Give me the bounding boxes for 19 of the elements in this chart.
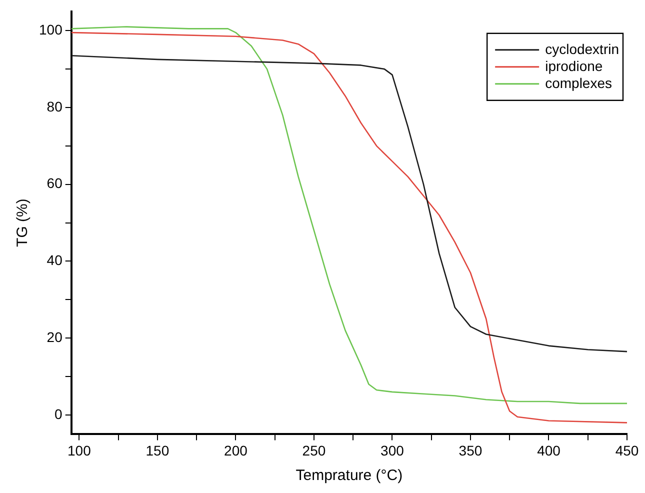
y-tick-label: 60 [46,175,63,192]
x-axis-title: Temprature (°C) [296,467,403,484]
x-tick-label: 450 [615,442,639,458]
y-tick-label: 80 [46,98,63,114]
x-tick-label: 350 [458,442,482,458]
y-tick-label: 100 [39,21,63,38]
legend-label: complexes [545,74,612,91]
x-tick-label: 150 [146,442,170,458]
x-tick-label: 200 [224,442,248,458]
y-tick-label: 40 [46,252,63,268]
y-tick-label: 20 [46,328,63,345]
x-tick-label: 300 [380,442,404,458]
legend-label: iprodione [545,58,603,74]
y-axis-title: TG (%) [14,198,32,247]
x-tick-label: 100 [68,442,92,458]
x-tick-label: 400 [537,442,561,458]
y-tick-label: 0 [54,406,63,422]
legend-label: cyclodextrin [545,40,620,57]
x-tick-label: 250 [302,442,326,458]
